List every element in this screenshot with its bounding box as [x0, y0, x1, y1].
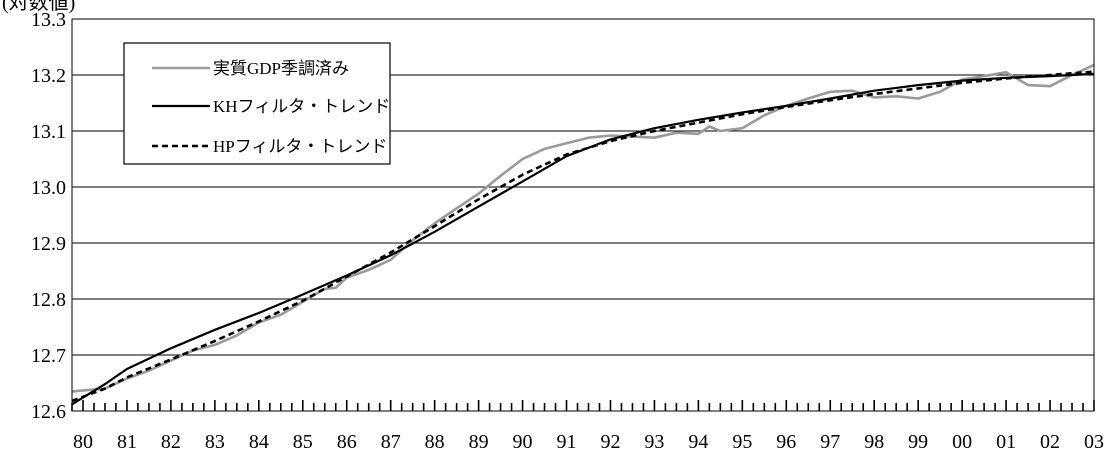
- x-tick-label: 99: [908, 431, 928, 453]
- x-tick-label: 92: [600, 431, 620, 453]
- x-tick-label: 90: [513, 431, 533, 453]
- x-tick-label: 03: [1084, 431, 1104, 453]
- series-lines: [71, 63, 1095, 406]
- x-tick-label: 91: [557, 431, 577, 453]
- x-tick-label: 01: [996, 431, 1016, 453]
- legend-label-kh-trend: KHフィルタ・トレンド: [213, 97, 390, 116]
- x-tick-label: 86: [337, 431, 357, 453]
- x-tick-label: 93: [644, 431, 664, 453]
- x-tick-label: 87: [381, 431, 401, 453]
- series-line: [71, 72, 1095, 406]
- y-tick-label: 13.3: [31, 9, 66, 31]
- y-tick-label: 12.7: [31, 345, 66, 367]
- x-tick-label: 96: [776, 431, 796, 453]
- x-tick-label: 94: [688, 431, 708, 453]
- x-tick-label: 88: [425, 431, 445, 453]
- x-tick-label: 84: [249, 431, 269, 453]
- x-tick-label: 89: [469, 431, 489, 453]
- gridlines: [72, 74, 1094, 356]
- x-tick-label: 83: [205, 431, 225, 453]
- y-tick-label: 12.9: [31, 233, 66, 255]
- series-line: [71, 70, 1095, 403]
- x-tick-label: 80: [73, 431, 93, 453]
- y-tick-label: 12.6: [31, 401, 66, 423]
- plot-frame: [71, 18, 1095, 412]
- x-tick-label: 95: [732, 431, 752, 453]
- y-tick-label: 12.8: [31, 289, 66, 311]
- y-tick-label: 13.2: [31, 65, 66, 87]
- legend-label-hp-trend: HPフィルタ・トレンド: [213, 137, 387, 156]
- legend-box: [123, 42, 391, 165]
- x-tick-label: 85: [293, 431, 313, 453]
- x-tick-label: 97: [820, 431, 840, 453]
- x-tick-label: 82: [161, 431, 181, 453]
- x-tick-label: 81: [117, 431, 137, 453]
- x-tick-label: 02: [1040, 431, 1060, 453]
- x-tick-labels: 80 81 82 83 84 85 86 87 88 89 90 91 92 93 94 95 96 97 98 99…: [73, 431, 1104, 453]
- legend-label-gdp: 実質GDP季調済み: [213, 59, 349, 78]
- y-tick-label: 13.1: [31, 121, 66, 143]
- y-tick-labels: 12.6 12.7 12.8 12.9 13.0 13.1 13.2 13.3: [31, 9, 66, 423]
- unit-label: (対数値): [2, 0, 75, 14]
- x-tick-label: 98: [864, 431, 884, 453]
- legend: 実質GDP季調済み KHフィルタ・トレンド HPフィルタ・トレンド: [123, 42, 391, 165]
- x-minor-ticks: [71, 400, 1095, 411]
- x-tick-label: 00: [952, 431, 972, 453]
- y-tick-label: 13.0: [31, 177, 66, 199]
